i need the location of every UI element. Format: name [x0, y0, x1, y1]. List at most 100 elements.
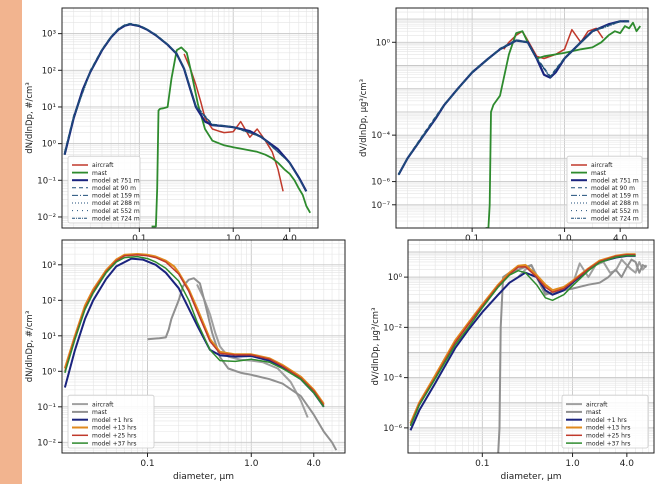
legend-label: mast: [92, 409, 108, 416]
legend-label: model at 724 m: [591, 215, 639, 222]
y-tick-label: 10⁻¹: [37, 176, 56, 186]
legend-label: model at 288 m: [92, 200, 140, 207]
y-tick-label: 10⁻²: [383, 323, 402, 333]
axes-frame: [61, 239, 346, 454]
chart-panel-bottom-left: 0.1 1.0 4.0 10⁻² 10⁻¹ 10⁰ 10¹ 10² 10³ dN/dlnDp, #…: [25, 239, 346, 482]
x-tick-label: 4.0: [620, 459, 635, 469]
legend-label: model at 90 m: [591, 185, 635, 192]
x-tick-label: 4.0: [307, 459, 322, 469]
y-axis-label: dN/dlnDp, #/cm³: [25, 82, 35, 153]
series-line: [409, 253, 636, 426]
legend-label: model +37 hrs: [92, 440, 137, 447]
x-tick-label: 1.0: [244, 459, 259, 469]
legend-label: model at 724 m: [92, 215, 140, 222]
y-tick-label: 10⁰: [42, 140, 57, 150]
legend-label: model +37 hrs: [586, 440, 631, 447]
legend-label: model at 159 m: [92, 193, 140, 200]
figure: 0.1 1.0 4.0 10⁻² 10⁻¹ 10⁰ 10¹ 10² 10³ dN/dlnDp, #…: [22, 0, 659, 488]
series-line: [64, 23, 307, 192]
y-tick-label: 10⁰: [42, 367, 57, 377]
series-line: [485, 21, 642, 228]
x-tick-label: 4.0: [613, 234, 628, 244]
y-tick-label: 10²: [42, 66, 56, 76]
series-line: [63, 257, 325, 408]
chart-panel-top-left: 0.1 1.0 4.0 10⁻² 10⁻¹ 10⁰ 10¹ 10² 10³ dN/dlnDp, #…: [25, 7, 319, 244]
legend-box: [67, 394, 155, 449]
x-tick-label: 1.0: [565, 459, 580, 469]
legend-label: model at 552 m: [591, 208, 639, 215]
series-group: [63, 253, 338, 451]
x-tick-label: 0.1: [465, 234, 479, 244]
legend-label: aircraft: [586, 401, 608, 408]
legend-label: model at 90 m: [92, 185, 136, 192]
y-tick-label: 10⁻⁷: [371, 201, 390, 211]
legend-label: model +13 hrs: [92, 425, 137, 432]
legend-label: model +25 hrs: [92, 433, 137, 440]
legend-box: [561, 394, 649, 449]
legend-label: model at 288 m: [591, 200, 639, 207]
legend-label: aircraft: [92, 162, 114, 169]
series-group: [409, 253, 648, 453]
x-axis-label: diameter, μm: [173, 472, 234, 482]
x-tick-label: 1.0: [557, 234, 572, 244]
y-tick-label: 10²: [42, 296, 56, 306]
series-group: [397, 20, 642, 228]
y-tick-label: 10⁻⁴: [371, 131, 390, 141]
y-tick-label: 10⁻¹: [37, 403, 56, 413]
legend-label: model at 552 m: [92, 208, 140, 215]
x-tick-label: 0.1: [140, 459, 154, 469]
axes-frame: [395, 7, 649, 229]
figure-canvas: 0.1 1.0 4.0 10⁻² 10⁻¹ 10⁰ 10¹ 10² 10³ dN/dlnDp, #…: [25, 7, 655, 482]
chart-panel-bottom-right: 0.1 1.0 4.0 10⁻⁶ 10⁻⁴ 10⁻² 10⁰ dV/dlnDp, μg³/cm…: [371, 239, 655, 482]
series-line: [503, 27, 604, 60]
y-tick-label: 10⁰: [388, 273, 403, 283]
y-tick-label: 10¹: [42, 332, 56, 342]
y-tick-label: 10⁻⁴: [383, 374, 402, 384]
series-line: [64, 255, 325, 408]
y-tick-label: 10⁻⁶: [371, 178, 390, 188]
grid: [62, 8, 318, 228]
x-tick-label: 4.0: [283, 234, 298, 244]
x-tick-label: 0.1: [475, 459, 489, 469]
legend-label: model at 751 m: [591, 177, 639, 184]
y-tick-label: 10⁻⁶: [383, 424, 402, 434]
series-line: [151, 46, 311, 228]
y-tick-label: 10³: [42, 30, 56, 40]
legend-label: mast: [92, 170, 108, 177]
series-line: [398, 21, 630, 176]
y-tick-label: 10⁻²: [37, 438, 56, 448]
axes-frame: [407, 239, 655, 454]
y-tick-label: 10³: [42, 261, 56, 271]
legend-label: model +25 hrs: [586, 433, 631, 440]
series-group: [63, 22, 311, 228]
x-axis-label: diameter, μm: [500, 472, 561, 482]
series-line: [183, 53, 284, 192]
accent-strip: [0, 0, 22, 484]
legend-label: mast: [591, 170, 607, 177]
y-tick-label: 10¹: [42, 103, 56, 113]
y-axis-label: dN/dlnDp, #/cm³: [25, 311, 35, 382]
series-line: [147, 277, 338, 451]
series-line: [64, 254, 325, 406]
legend-label: model +13 hrs: [586, 425, 631, 432]
y-tick-label: 10⁻²: [37, 213, 56, 223]
chart-panel-top-right: 0.1 1.0 4.0 10⁻⁶ 10⁻⁴ 10⁻⁷ 10⁰ dV/dlnDp, μg³/cm…: [359, 7, 649, 244]
y-axis-label: dV/dlnDp, μg³/cm³: [371, 308, 381, 386]
x-tick-label: 0.1: [132, 234, 146, 244]
legend-label: mast: [586, 409, 602, 416]
legend-label: model at 159 m: [591, 193, 639, 200]
legend-label: model +1 hrs: [92, 417, 133, 424]
series-line: [409, 254, 636, 427]
legend-label: model +1 hrs: [586, 417, 627, 424]
y-tick-label: 10⁰: [376, 38, 391, 48]
legend-label: aircraft: [591, 162, 613, 169]
x-tick-label: 1.0: [226, 234, 241, 244]
legend-label: model at 751 m: [92, 177, 140, 184]
legend-label: aircraft: [92, 401, 114, 408]
y-axis-label: dV/dlnDp, μg³/cm³: [359, 79, 369, 157]
axes-frame: [61, 7, 319, 229]
